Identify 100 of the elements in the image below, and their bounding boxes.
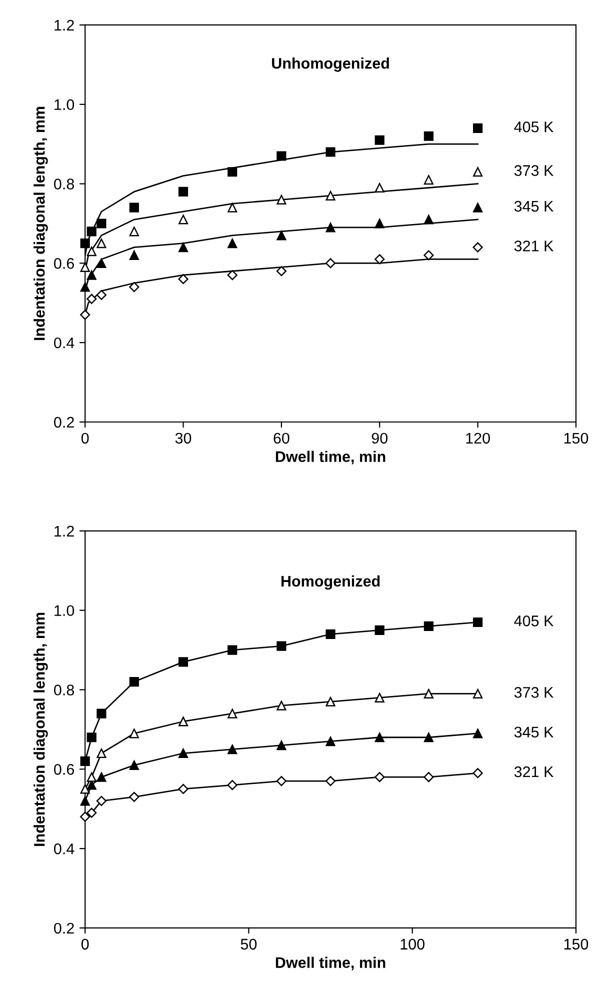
point (325, 776, 336, 786)
point (472, 688, 483, 698)
point (80, 796, 90, 806)
text: 373 K (514, 165, 554, 176)
y-tick-label: 0.8 (54, 684, 74, 696)
y-axis-title: Indentation diagonal length, mm (34, 106, 48, 340)
point (80, 812, 90, 822)
point (86, 772, 96, 782)
point (227, 270, 238, 280)
point (276, 230, 286, 240)
point (472, 617, 483, 628)
text: 405 K (514, 616, 554, 626)
point (228, 167, 238, 177)
text: 373 K (514, 686, 554, 698)
point (424, 732, 434, 742)
point (178, 657, 188, 667)
text: Homogenized (281, 575, 380, 590)
point (129, 250, 139, 260)
x-axis-title: Dwell time, min (276, 956, 386, 970)
point (326, 147, 336, 157)
point (178, 748, 188, 758)
point (80, 238, 90, 248)
point (178, 716, 188, 726)
point (228, 202, 238, 212)
x-tick-label: 30 (175, 432, 192, 444)
point (129, 792, 140, 802)
point (424, 621, 434, 631)
point (129, 226, 139, 236)
point (178, 242, 188, 252)
x-tick-label: 100 (400, 938, 424, 950)
point (472, 202, 483, 212)
point (374, 772, 385, 782)
point (96, 708, 106, 718)
point (276, 740, 286, 750)
x-tick-label: 0 (81, 938, 89, 950)
point (374, 135, 384, 145)
point (228, 744, 238, 754)
point (228, 238, 238, 248)
point (276, 641, 286, 651)
point (86, 294, 97, 304)
point (86, 808, 97, 818)
point (178, 186, 188, 197)
y-tick-label: 0.8 (54, 178, 74, 190)
point (80, 310, 90, 320)
point (178, 214, 188, 224)
point (96, 258, 106, 268)
text: 345 K (514, 726, 554, 738)
point (472, 768, 483, 778)
point (80, 784, 90, 794)
point (325, 258, 336, 268)
point (96, 796, 106, 806)
point (472, 242, 483, 252)
point (86, 270, 96, 280)
point (424, 175, 434, 185)
point (228, 645, 238, 655)
point (178, 784, 188, 794)
y-tick-label: 1.0 (54, 605, 74, 616)
point (424, 772, 434, 782)
point (228, 708, 238, 718)
y-tick-label: 0.6 (54, 258, 74, 269)
point (86, 226, 96, 236)
point (472, 123, 483, 133)
point (96, 218, 106, 228)
text: 405 K (514, 121, 554, 132)
point (80, 282, 90, 292)
point (276, 266, 286, 276)
point (472, 167, 483, 177)
point (96, 238, 106, 248)
point (472, 728, 483, 738)
point (178, 274, 188, 284)
point (424, 688, 434, 698)
y-tick-label: 1.2 (54, 20, 74, 31)
point (326, 190, 336, 200)
point (129, 202, 139, 212)
point (424, 214, 434, 224)
x-tick-label: 0 (81, 432, 89, 444)
point (424, 131, 434, 141)
point (80, 756, 90, 766)
point (326, 736, 336, 746)
point (96, 290, 106, 300)
y-tick-label: 0.6 (54, 764, 74, 775)
point (424, 250, 434, 260)
point (80, 262, 90, 272)
y-axis-title: Indentation diagonal length, mm (34, 612, 48, 846)
point (374, 218, 384, 228)
y-tick-label: 0.4 (54, 337, 74, 348)
point (129, 728, 139, 738)
y-tick-label: 0.2 (54, 922, 74, 934)
point (326, 222, 336, 232)
x-tick-label: 120 (466, 432, 490, 444)
point (86, 246, 96, 256)
x-tick-label: 150 (564, 938, 588, 950)
y-tick-label: 0.4 (54, 843, 74, 854)
point (86, 732, 96, 742)
point (276, 194, 286, 204)
text: 321 K (514, 240, 554, 252)
x-tick-label: 150 (564, 432, 588, 444)
point (276, 700, 286, 710)
point (374, 254, 385, 264)
text: 321 K (514, 766, 554, 778)
